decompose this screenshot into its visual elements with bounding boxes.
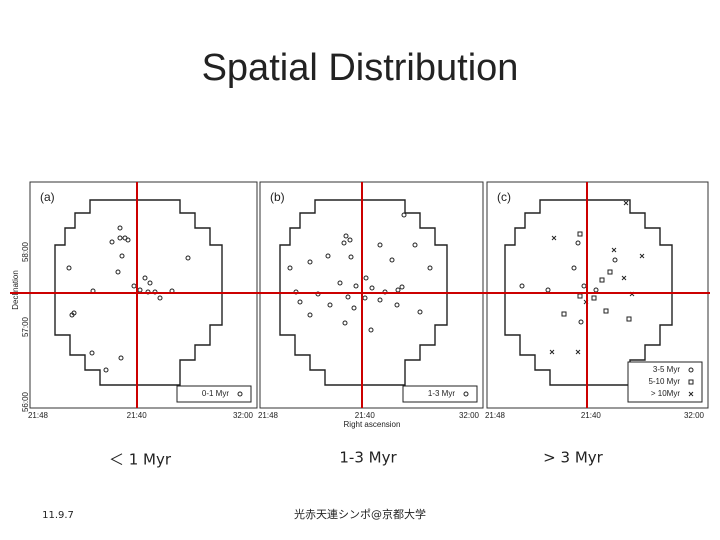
figure: Declination 58:00 57:00 56:00 Right asce… <box>10 180 710 429</box>
slide-title: Spatial Distribution <box>202 47 519 89</box>
x-tick-label: 32:00 <box>684 411 705 420</box>
legend-symbol <box>688 367 694 373</box>
legend-symbol <box>688 379 694 385</box>
y-tick-label: 58:00 <box>21 241 30 262</box>
x-tick-label: 21:48 <box>28 411 49 420</box>
y-tick-label: 56:00 <box>21 391 30 412</box>
points-b <box>287 212 433 333</box>
x-tick-label: 21:48 <box>485 411 506 420</box>
y-axis-label: Declination <box>11 270 20 310</box>
panel-frame <box>259 181 484 409</box>
legend-label: 5-10 Myr <box>648 377 680 386</box>
x-tick-label: 21:40 <box>581 411 602 420</box>
caption: 1-3 Myr <box>339 449 397 467</box>
legend-label: > 10Myr <box>651 389 680 398</box>
figure-bg <box>10 180 710 410</box>
x-tick-label: 32:00 <box>459 411 480 420</box>
x-axis-label: Right ascension <box>344 420 401 429</box>
footer-date: 11.9.7 <box>42 510 74 521</box>
legend-label: 3-5 Myr <box>653 365 680 374</box>
footer-venue: 光赤天連シンポ@京都大学 <box>294 507 426 521</box>
legend-box <box>176 385 252 403</box>
caption: > 3 Myr <box>543 449 603 467</box>
panel-frame <box>29 181 258 409</box>
caption: ＜ 1 Myr <box>109 451 172 469</box>
legend-label: 1-3 Myr <box>428 389 455 398</box>
panel-label: (a) <box>40 190 55 204</box>
x-tick-label: 21:40 <box>355 411 376 420</box>
legend-symbol <box>688 391 694 397</box>
panel-frame <box>486 181 709 409</box>
x-tick-label: 21:48 <box>258 411 279 420</box>
panel-label: (c) <box>497 190 511 204</box>
legend-label: 0-1 Myr <box>202 389 229 398</box>
legend-box <box>402 385 478 403</box>
legend-symbol <box>237 391 243 397</box>
y-tick-label: 57:00 <box>21 316 30 337</box>
panel-label: (b) <box>270 190 285 204</box>
x-tick-label: 32:00 <box>233 411 254 420</box>
x-tick-label: 21:40 <box>127 411 148 420</box>
legend-symbol <box>463 391 469 397</box>
